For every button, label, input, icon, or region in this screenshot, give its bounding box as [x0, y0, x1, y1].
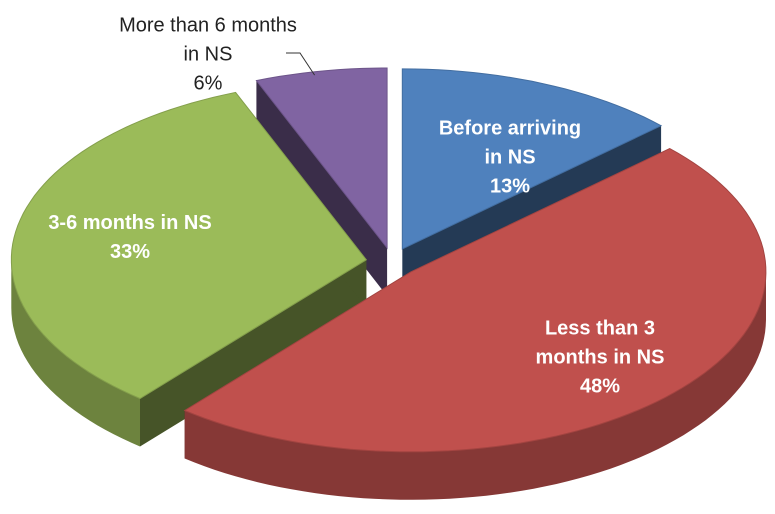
value-label: 48%: [579, 375, 621, 398]
category-label: More than 6 months in NS: [119, 14, 297, 66]
slice: [401, 68, 663, 250]
category-label: 3-6 months in NS: [48, 212, 212, 234]
slice-label: Less than 3 months in NS 48%: [515, 315, 685, 402]
category-label: Before arriving in NS: [438, 117, 582, 169]
value-label: 33%: [109, 241, 151, 263]
slice: [10, 91, 368, 447]
slice-label: 3-6 months in NS 33%: [30, 209, 230, 267]
slice: [183, 148, 767, 453]
slice-side: [140, 259, 367, 447]
category-label: Less than 3 months in NS: [535, 317, 665, 369]
leader-line: [286, 52, 316, 76]
slice-side: [11, 259, 140, 447]
slice-side: [184, 271, 766, 500]
slice-label: Before arriving in NS 13%: [435, 115, 585, 202]
value-label: 6%: [193, 72, 223, 95]
slice: [255, 67, 388, 296]
value-label: 13%: [489, 175, 531, 198]
slice-label: More than 6 months in NS 6%: [118, 12, 298, 99]
slice: [10, 91, 368, 400]
slice-side: [256, 80, 388, 296]
slice: [183, 148, 767, 500]
slice: [255, 67, 388, 250]
